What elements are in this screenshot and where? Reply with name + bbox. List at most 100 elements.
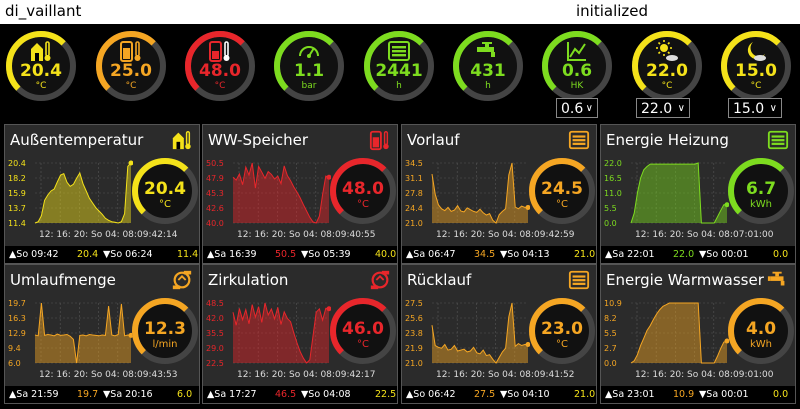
panel-unit: °C xyxy=(357,339,369,350)
y-tick-label: 0.0 xyxy=(604,359,617,368)
panel-6[interactable]: Zirkulation 48.5 42.0 35.5 29.0 22.5 12: 16:… xyxy=(202,264,398,404)
heating-curve-select-value: 0.6 xyxy=(561,101,584,117)
panel-3[interactable]: Vorlauf 34.5 31.1 27.8 24.4 21.0 12: 16: 20:… xyxy=(401,124,597,264)
heating-curve-select[interactable]: 0.6 ∨ xyxy=(556,98,598,118)
y-tick-label: 21.0 xyxy=(405,359,423,368)
panel-timestamp: 09:01:00 xyxy=(733,370,774,380)
panel-timestamp: 09:40:55 xyxy=(335,230,376,240)
gauge-pressure: 1.1 bar xyxy=(273,30,345,102)
y-tick-label: 9.4 xyxy=(8,344,21,353)
panel-2[interactable]: WW-Speicher 50.5 47.9 45.3 42.6 40.0 12: 16:… xyxy=(202,124,398,264)
gauge-dhw-temp: 48.0 °C xyxy=(184,30,256,102)
gauge-unit: °C xyxy=(125,81,137,91)
min-value: 21.0 xyxy=(574,249,596,260)
panel-gauge: 4.0 kWh xyxy=(727,297,795,365)
trend-chart: 22.0 16.5 11.0 5.5 0.0 xyxy=(604,159,729,228)
panel-7[interactable]: Rücklauf 27.5 25.6 23.8 21.9 21.0 12: 16: 20… xyxy=(401,264,597,404)
y-tick-label: 20.4 xyxy=(8,159,26,168)
panel-unit: l/min xyxy=(152,339,178,350)
max-value: 19.7 xyxy=(77,389,99,400)
panel-minmax: ▲So 06:42 27.5 ▼So 04:10 21.0 xyxy=(402,386,596,403)
y-tick-label: 47.9 xyxy=(206,174,224,183)
tap-icon xyxy=(476,39,500,61)
panel-timestamp: 09:42:17 xyxy=(335,370,376,380)
max-value: 50.5 xyxy=(275,249,297,260)
y-tick-label: 22.0 xyxy=(604,159,622,168)
panel-unit: °C xyxy=(556,339,568,350)
gauge-bar: 20.4 °C 25.0 °C 48.0 °C 1.1 bar 2441 h 431 h 0… xyxy=(0,24,800,119)
moon-icon xyxy=(744,39,768,61)
trend-chart: 27.5 25.6 23.8 21.9 21.0 xyxy=(405,299,530,368)
min-value: 22.5 xyxy=(375,389,397,400)
y-tick-label: 11.4 xyxy=(8,219,26,228)
sun-thermo-icon xyxy=(655,39,679,61)
min-time: ▼So 04:10 xyxy=(500,389,550,400)
panel-timestamp: 09:43:53 xyxy=(137,370,178,380)
gauge-unit: °C xyxy=(750,81,762,91)
max-value: 27.5 xyxy=(474,389,496,400)
gauge-radiator: 2441 h xyxy=(363,30,435,102)
panel-minmax: ▲Sa 22:01 22.0 ▼So 00:01 0.0 xyxy=(601,246,795,263)
min-time: ▼So 04:13 xyxy=(500,249,550,260)
panel-8[interactable]: Energie Warmwasser 10.9 8.2 5.5 2.7 0.0 12: … xyxy=(600,264,796,404)
gauge-unit: °C xyxy=(35,81,47,91)
panel-5[interactable]: Umlaufmenge 19.7 16.3 12.9 9.4 6.0 12: 16: 2… xyxy=(4,264,200,404)
panel-1[interactable]: Außentemperatur 20.4 18.2 15.9 13.7 11.4 12:… xyxy=(4,124,200,264)
min-value: 11.4 xyxy=(177,249,199,260)
max-value: 22.0 xyxy=(673,249,695,260)
min-time: ▼So 05:39 xyxy=(301,249,351,260)
y-tick-label: 21.9 xyxy=(405,344,423,353)
y-tick-label: 15.9 xyxy=(8,189,26,198)
current-point xyxy=(326,174,331,180)
y-tick-label: 27.8 xyxy=(405,189,423,198)
y-tick-label: 50.5 xyxy=(206,159,224,168)
panel-4[interactable]: Energie Heizung 22.0 16.5 11.0 5.5 0.0 12: 1… xyxy=(600,124,796,264)
y-tick-label: 12.9 xyxy=(8,329,26,338)
chevron-down-icon: ∨ xyxy=(677,103,685,114)
panel-timestamp: 09:42:14 xyxy=(137,230,178,240)
dhw-tank-icon xyxy=(369,129,391,151)
gauge-heating-curve: 0.6 HK xyxy=(541,30,613,102)
y-tick-label: 19.7 xyxy=(8,299,26,308)
min-value: 0.0 xyxy=(773,389,789,400)
y-tick-label: 11.0 xyxy=(604,189,622,198)
current-point xyxy=(724,338,729,344)
day-temp-select[interactable]: 22.0 ∨ xyxy=(636,98,690,118)
max-value: 10.9 xyxy=(673,389,695,400)
night-temp-select[interactable]: 15.0 ∨ xyxy=(728,98,782,118)
panel-minmax: ▲Sa 23:01 10.9 ▼Sa 00:01 0.0 xyxy=(601,386,795,403)
min-time: ▼So 00:01 xyxy=(699,249,749,260)
tap-icon xyxy=(767,269,789,291)
max-time: ▲Sa 16:39 xyxy=(207,249,257,260)
panel-minmax: ▲Sa 21:59 19.7 ▼Sa 20:16 6.0 xyxy=(5,386,199,403)
max-value: 20.4 xyxy=(77,249,99,260)
y-tick-label: 31.1 xyxy=(405,174,423,183)
panel-title: WW-Speicher xyxy=(208,131,309,149)
current-point xyxy=(724,202,729,208)
panel-gauge: 48.0 °C xyxy=(329,157,397,225)
x-axis-labels: 12: 16: 20: So 04: 08: xyxy=(436,370,534,380)
gauge-value: 1.1 xyxy=(293,61,325,81)
panel-value: 12.3 xyxy=(144,319,186,339)
panel-title: Rücklauf xyxy=(407,271,472,289)
gauge-value: 0.6 xyxy=(561,61,593,81)
outdoor-temp-icon xyxy=(29,39,53,61)
min-time: ▼Sa 00:01 xyxy=(699,389,749,400)
y-tick-label: 6.0 xyxy=(8,359,21,368)
panel-gauge: 24.5 °C xyxy=(528,157,596,225)
max-time: ▲Sa 21:59 xyxy=(9,389,59,400)
gauge-unit: h xyxy=(396,81,402,91)
min-value: 6.0 xyxy=(177,389,193,400)
gauge-unit: °C xyxy=(214,81,226,91)
panel-gauge: 46.0 °C xyxy=(329,297,397,365)
current-point xyxy=(525,342,530,348)
y-tick-label: 42.0 xyxy=(206,314,224,323)
y-tick-label: 5.5 xyxy=(604,204,617,213)
y-tick-label: 27.5 xyxy=(405,299,423,308)
radiator-icon xyxy=(568,269,590,291)
panel-unit: °C xyxy=(556,199,568,210)
panel-title: Energie Warmwasser xyxy=(606,271,764,289)
gauge-value: 20.4 xyxy=(20,61,62,81)
trend-chart: 20.4 18.2 15.9 13.7 11.4 xyxy=(8,159,133,228)
panel-minmax: ▲So 09:42 20.4 ▼So 06:24 11.4 xyxy=(5,246,199,263)
